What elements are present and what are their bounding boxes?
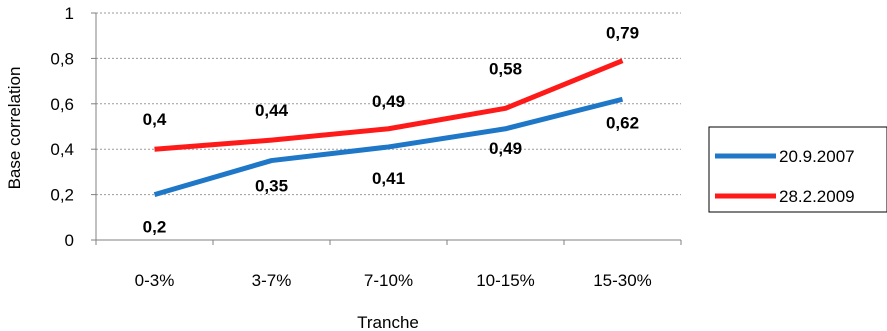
data-label: 0,49 xyxy=(489,139,522,158)
series-line-2 xyxy=(154,58,624,152)
data-label: 0,62 xyxy=(606,113,639,132)
data-label: 0,35 xyxy=(255,177,288,196)
series-line-1 xyxy=(153,96,624,198)
y-tick-label: 0,4 xyxy=(50,140,74,159)
data-label: 0,4 xyxy=(143,110,167,129)
data-label: 0,58 xyxy=(489,59,522,78)
y-axis-title: Base correlation xyxy=(5,67,24,190)
axes xyxy=(95,13,681,241)
legend-label: 28.2.2009 xyxy=(779,187,855,206)
y-tick-label: 0,8 xyxy=(50,49,74,68)
y-tick-label: 0,6 xyxy=(50,95,74,114)
data-labels: 0,2 0,35 0,41 0,49 0,62 0,4 0,44 0,49 0,58 0,79 xyxy=(143,24,639,237)
legend-label: 20.9.2007 xyxy=(779,147,855,166)
x-tick-label: 0-3% xyxy=(135,271,175,290)
series-lines xyxy=(153,58,624,198)
legend: 20.9.2007 28.2.2009 xyxy=(708,126,887,213)
y-tick-label: 1 xyxy=(65,4,74,23)
x-tick-label: 15-30% xyxy=(593,271,652,290)
x-tick-label: 10-15% xyxy=(476,271,535,290)
legend-items: 20.9.2007 28.2.2009 xyxy=(715,147,855,206)
data-label: 0,41 xyxy=(372,169,405,188)
data-label: 0,44 xyxy=(255,101,289,120)
y-tick-label: 0 xyxy=(65,231,74,250)
x-tick-labels: 0-3% 3-7% 7-10% 10-15% 15-30% xyxy=(95,240,682,290)
y-tick-labels: 0 0,2 0,4 0,6 0,8 1 xyxy=(50,4,96,250)
data-label: 0,49 xyxy=(372,92,405,111)
data-label: 0,79 xyxy=(606,24,639,43)
x-axis-title: Tranche xyxy=(357,313,419,331)
x-tick-label: 3-7% xyxy=(252,271,292,290)
y-tick-label: 0,2 xyxy=(50,186,74,205)
x-tick-label: 7-10% xyxy=(364,271,413,290)
data-label: 0,2 xyxy=(143,218,167,237)
